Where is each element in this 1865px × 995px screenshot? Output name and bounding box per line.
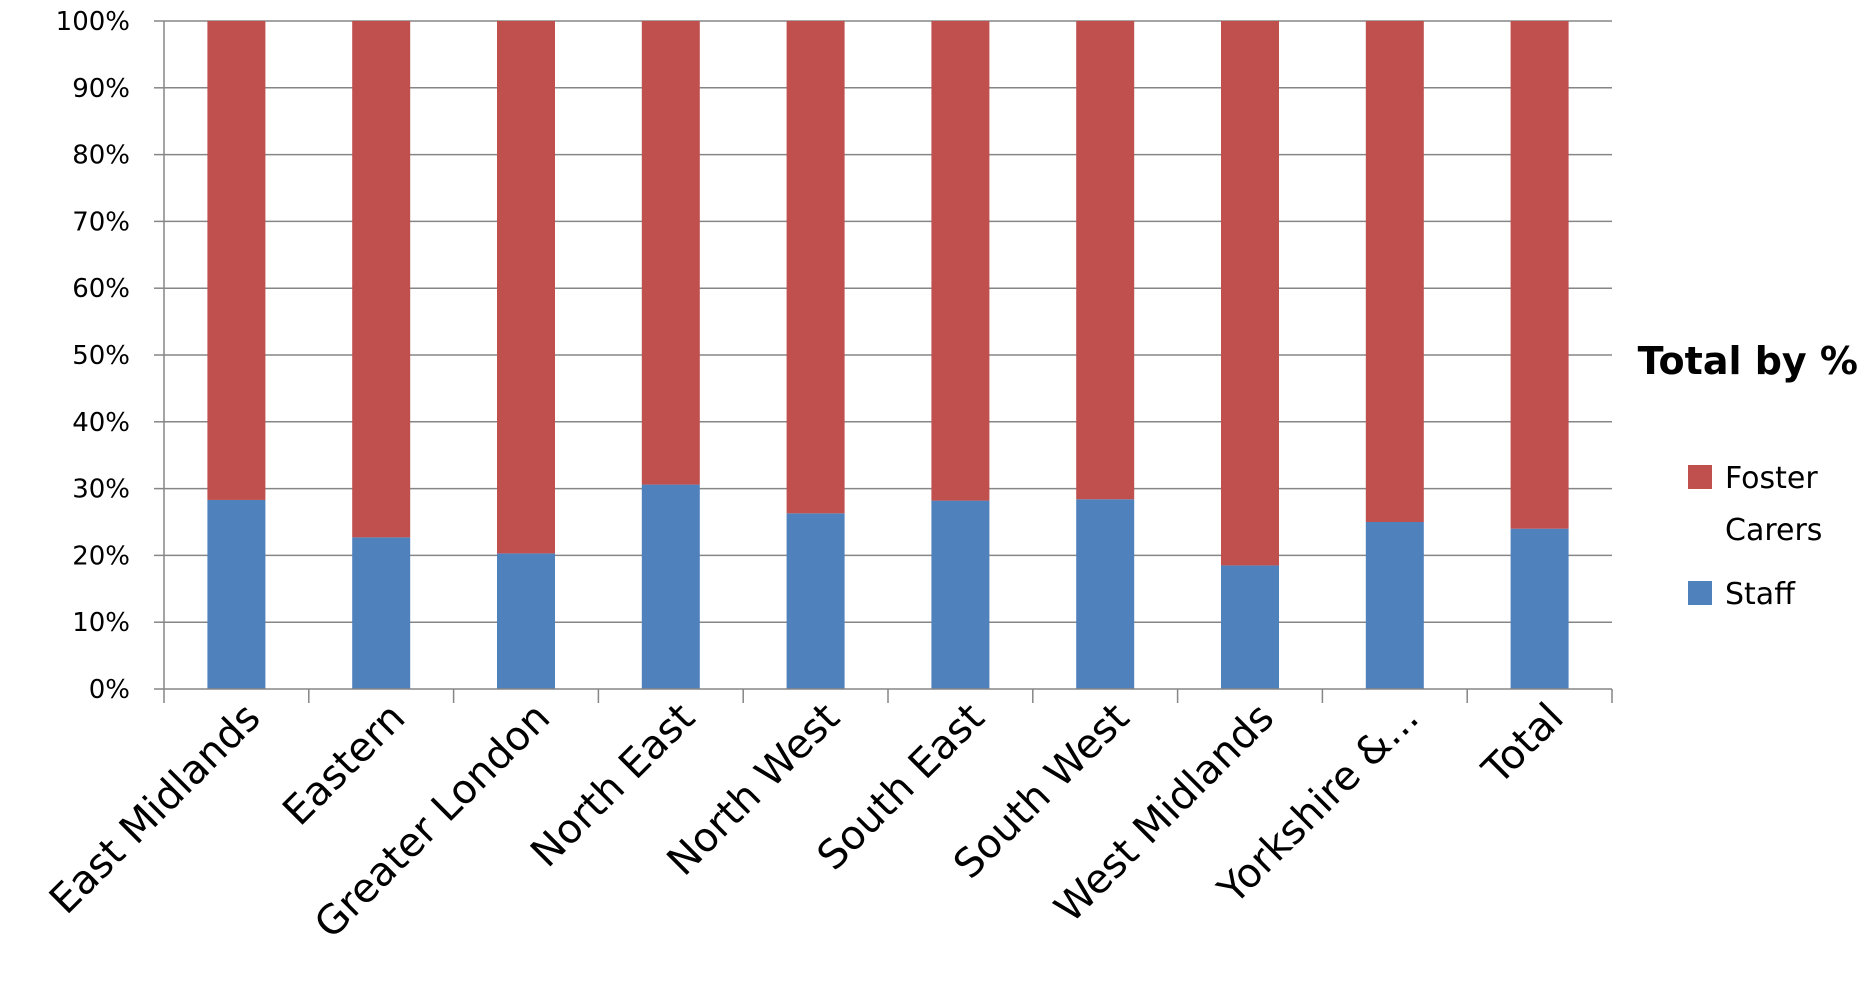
bar-staff: [641, 484, 700, 689]
bar-foster-carers: [641, 21, 700, 485]
y-tick-label: 80%: [72, 141, 130, 171]
bar-foster-carers: [497, 21, 555, 554]
bar-foster-carers: [352, 21, 411, 538]
bar-staff: [1221, 565, 1279, 689]
bar-foster-carers: [1510, 21, 1569, 529]
bar-staff: [1510, 528, 1569, 689]
y-tick-label: 40%: [72, 408, 130, 438]
legend-label-foster-carers-line-2: Carers: [1725, 513, 1822, 548]
bar-foster-carers: [1365, 21, 1424, 522]
bar-foster-carers: [1076, 21, 1135, 500]
legend-label-foster-carers-line-1: Foster: [1725, 461, 1818, 496]
x-category-label: East Midlands: [41, 695, 270, 924]
y-tick-label: 70%: [72, 207, 130, 237]
bar-staff: [786, 513, 845, 689]
y-tick-label: 10%: [72, 608, 130, 638]
y-tick-label: 100%: [56, 7, 130, 37]
bar-staff: [352, 537, 411, 689]
y-tick-label: 30%: [72, 475, 130, 505]
bars: [207, 21, 1569, 689]
axes: [154, 20, 1613, 703]
bar-staff: [931, 500, 990, 689]
bar-foster-carers: [207, 21, 266, 500]
y-tick-label: 90%: [72, 74, 130, 104]
x-category-label: Total: [1473, 695, 1572, 794]
y-tick-label: 20%: [72, 541, 130, 571]
bar-foster-carers: [786, 21, 845, 514]
y-tick-label: 0%: [89, 675, 130, 705]
bar-staff: [207, 499, 266, 689]
bar-staff: [1365, 522, 1424, 689]
x-category-label: Eastern: [274, 695, 414, 835]
y-tick-label: 50%: [72, 341, 130, 371]
legend-swatch-foster-carers: [1688, 465, 1712, 489]
bar-staff: [497, 553, 555, 689]
legend: Total by % Foster Carers Staff: [1638, 339, 1858, 612]
y-tick-label: 60%: [72, 274, 130, 304]
bar-staff: [1076, 499, 1135, 689]
bar-foster-carers: [931, 21, 990, 501]
legend-label-staff: Staff: [1725, 577, 1796, 612]
legend-title: Total by %: [1638, 339, 1858, 383]
bar-foster-carers: [1221, 21, 1279, 566]
legend-swatch-staff: [1688, 581, 1712, 605]
y-tick-labels: 0% 10% 20% 30% 40% 50% 60% 70% 80% 90% 100%: [56, 7, 130, 705]
